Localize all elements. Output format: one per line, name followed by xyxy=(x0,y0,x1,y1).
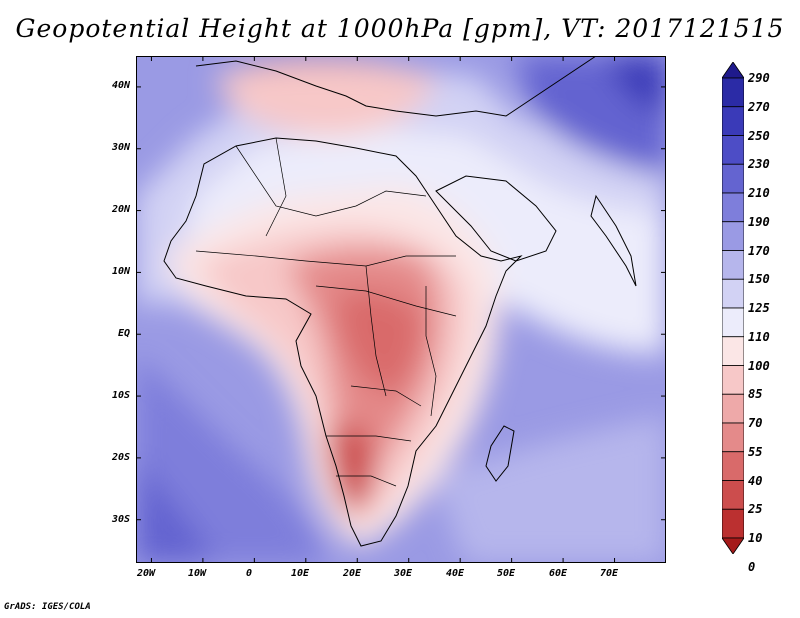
border-south-3 xyxy=(350,385,422,407)
colorbar-swatch xyxy=(722,336,744,366)
map-frame xyxy=(136,56,666,563)
lon-label-20w: 20W xyxy=(136,568,156,579)
colorbar-swatch xyxy=(722,480,744,510)
colorbar-swatch xyxy=(722,451,744,481)
colorbar-swatch xyxy=(722,77,744,108)
colorbar-label: 190 xyxy=(748,214,770,229)
colorbar-swatch xyxy=(722,221,744,251)
lon-label-10w: 10W xyxy=(187,568,207,579)
lon-label-0: 0 xyxy=(245,568,253,579)
coastline-africa xyxy=(163,137,523,547)
colorbar-swatch xyxy=(722,508,744,539)
lon-label-40e: 40E xyxy=(445,568,465,579)
border-south-2 xyxy=(336,475,397,487)
coastline-madagascar xyxy=(485,425,515,482)
lat-label-30s: 30S xyxy=(111,514,130,525)
map-title: Geopotential Height at 1000hPa [gpm], VT… xyxy=(15,14,785,43)
colorbar-label: 270 xyxy=(748,99,770,114)
colorbar-swatch xyxy=(722,163,744,194)
colorbar-swatch xyxy=(722,393,744,424)
colorbar-label: 40 xyxy=(748,473,763,488)
grads-credit: GrADS: IGES/COLA xyxy=(4,602,91,612)
field-southern-blue xyxy=(136,456,216,563)
field-congo-red xyxy=(336,291,422,396)
colorbar-swatch xyxy=(722,192,744,223)
colorbar-label: 85 xyxy=(748,387,763,402)
country-borders xyxy=(195,137,457,487)
field-kalahari-dark xyxy=(330,423,376,512)
map-panel xyxy=(136,56,666,563)
coastline-europe xyxy=(195,56,597,117)
colorbar-swatch xyxy=(722,307,744,338)
lon-label-20e: 20E xyxy=(342,568,362,579)
colorbar-swatch xyxy=(722,135,744,165)
border-east xyxy=(425,286,437,417)
border-central-2 xyxy=(365,265,387,397)
lat-label-30n: 30N xyxy=(111,142,130,153)
coastlines xyxy=(163,56,637,547)
border-south-1 xyxy=(326,435,412,442)
colorbar-label: 25 xyxy=(748,502,763,517)
colorbar-label: 230 xyxy=(748,157,770,172)
field-atlantic-blue xyxy=(136,356,326,563)
colorbar-label: 70 xyxy=(748,416,763,430)
colorbar-swatch xyxy=(722,537,744,554)
lat-label-10n: 10N xyxy=(111,266,130,277)
colorbar xyxy=(722,62,744,554)
border-sahel xyxy=(195,250,456,267)
colorbar-label: 210 xyxy=(748,186,770,200)
border-central-1 xyxy=(315,285,457,317)
coastline-arabia xyxy=(435,175,557,262)
lon-label-70e: 70E xyxy=(599,568,619,579)
map-plot xyxy=(136,56,666,563)
lat-label-20n: 20N xyxy=(111,204,130,215)
colorbar-label: 290 xyxy=(748,71,770,85)
lon-label-10e: 10E xyxy=(290,568,310,579)
lat-label-20s: 20S xyxy=(111,452,130,463)
colorbar-swatch xyxy=(722,278,744,309)
lat-label-40n: 40N xyxy=(111,80,130,91)
colorbar-label: 10 xyxy=(748,531,763,545)
field-med-salmon xyxy=(216,62,436,137)
colorbar-label: 55 xyxy=(748,444,763,459)
lon-label-60e: 60E xyxy=(548,568,568,579)
field-indian-blue xyxy=(436,416,666,563)
coastline-india xyxy=(590,194,637,287)
border-sahara-2 xyxy=(265,137,287,237)
height-field xyxy=(136,56,666,563)
lon-label-50e: 50E xyxy=(496,568,516,579)
axis-ticks xyxy=(136,56,666,563)
lat-label-10s: 10S xyxy=(111,390,130,401)
lat-label-eq: EQ xyxy=(117,328,130,339)
colorbar-label: 125 xyxy=(748,301,770,315)
colorbar-swatch xyxy=(722,365,744,395)
colorbar-label: 170 xyxy=(748,243,770,258)
colorbar-swatch xyxy=(722,250,744,280)
colorbar-label: 100 xyxy=(748,358,770,373)
border-sahara-1 xyxy=(235,145,427,217)
colorbar-label: 250 xyxy=(748,128,770,143)
field-asia-dark xyxy=(606,56,666,116)
colorbar-label: 110 xyxy=(748,329,770,344)
colorbar-label: 0 xyxy=(748,559,756,574)
colorbar-swatch xyxy=(722,62,744,79)
lon-label-30e: 30E xyxy=(393,568,413,579)
colorbar-swatch xyxy=(722,106,744,136)
colorbar-label: 150 xyxy=(748,272,770,287)
colorbar-swatch xyxy=(722,422,744,453)
